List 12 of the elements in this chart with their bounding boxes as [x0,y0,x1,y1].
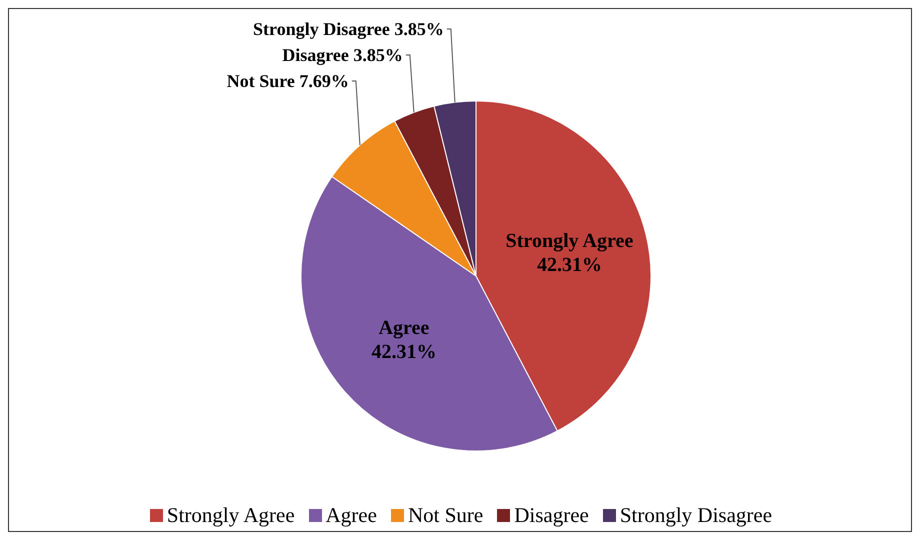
slice-label: Agree [378,316,430,339]
data-label: 42.31% [536,254,602,276]
data-label: 42.31% [371,340,436,363]
category-label: Strongly Disagree 3.85% [253,19,444,39]
legend-label: Disagree [514,503,589,528]
slice-label: Strongly Agree [506,230,634,252]
category-label: Not Sure 7.69% [226,71,349,91]
legend-label: Not Sure [408,503,484,528]
legend-label: Agree [326,503,377,528]
legend-label: Strongly Disagree [620,503,772,528]
legend-label: Strongly Agree [166,503,295,528]
category-label: Disagree 3.85% [282,45,403,65]
